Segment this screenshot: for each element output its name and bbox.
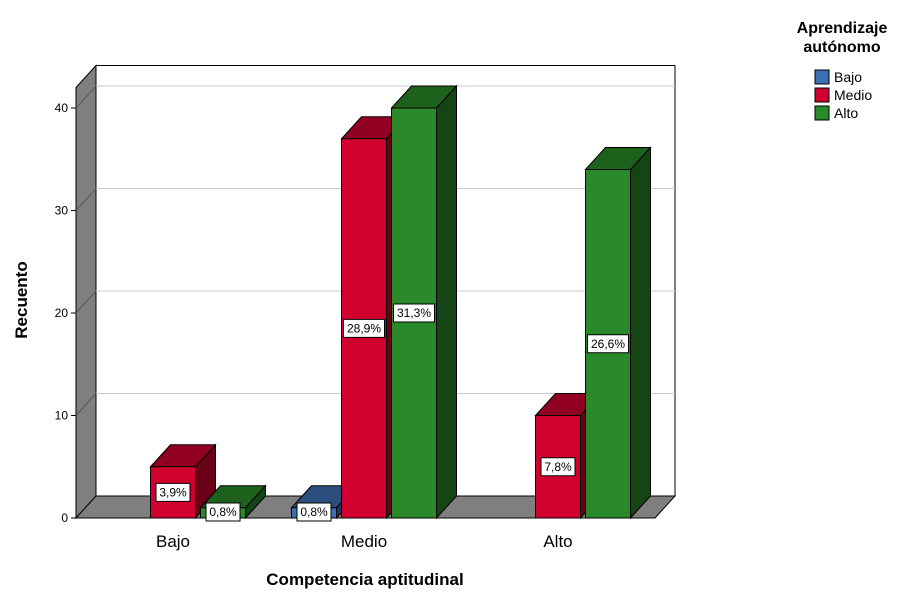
data-label: 26,6% xyxy=(587,334,629,354)
left-wall xyxy=(75,64,97,520)
x-tick-label: Medio xyxy=(341,532,387,551)
legend-title-line-2: autónomo xyxy=(803,39,881,56)
legend-item-alto: Alto xyxy=(814,105,858,121)
legend-swatch xyxy=(814,69,830,85)
data-label-text: 28,9% xyxy=(347,321,381,335)
legend-label: Alto xyxy=(834,105,858,121)
data-label: 31,3% xyxy=(393,303,435,323)
legend-swatch xyxy=(814,87,830,103)
legend-item-bajo: Bajo xyxy=(814,69,862,85)
data-labels: 3,9% 0,8% 0,8% 28,9% 31,3% 7,8% 26,6% xyxy=(155,303,629,522)
bar-side xyxy=(630,146,651,520)
data-label: 3,9% xyxy=(155,482,191,502)
data-label-text: 0,8% xyxy=(300,505,328,519)
y-tick-label: 0 xyxy=(61,511,68,525)
y-tick-label: 10 xyxy=(55,409,69,423)
data-label-text: 3,9% xyxy=(159,485,187,499)
x-tick-label: Bajo xyxy=(156,532,190,551)
bar-side xyxy=(436,84,457,520)
bar-alto-alto xyxy=(584,146,652,520)
y-axis-title: Recuento xyxy=(12,261,31,338)
data-label-box xyxy=(393,303,435,323)
legend-title-line-1: Aprendizaje xyxy=(797,20,888,37)
data-label-box xyxy=(343,318,385,338)
legend-item-medio: Medio xyxy=(814,87,872,103)
gridline-wall xyxy=(75,393,97,416)
data-label: 28,9% xyxy=(343,318,385,338)
data-label-box xyxy=(296,502,332,522)
legend-items: Bajo Medio Alto xyxy=(814,69,872,121)
legend: Aprendizaje autónomo Bajo Medio Alto xyxy=(797,20,888,121)
data-label: 7,8% xyxy=(540,457,576,477)
data-label-box xyxy=(540,457,576,477)
data-label-box xyxy=(155,482,191,502)
x-axis-title: Competencia aptitudinal xyxy=(266,570,463,589)
y-tick-label: 20 xyxy=(55,306,69,320)
data-label: 0,8% xyxy=(296,502,332,522)
legend-label: Medio xyxy=(834,87,872,103)
y-axis-ticks: 0 10 20 30 40 xyxy=(55,101,76,525)
x-tick-label: Alto xyxy=(543,532,572,551)
legend-label: Bajo xyxy=(834,69,862,85)
bar-medio-alto xyxy=(390,84,458,520)
gridline-wall xyxy=(75,188,97,211)
gridline-wall xyxy=(75,85,97,109)
data-label: 0,8% xyxy=(205,502,241,522)
x-axis-categories: Bajo Medio Alto xyxy=(156,532,573,551)
data-label-text: 26,6% xyxy=(591,337,625,351)
data-label-text: 0,8% xyxy=(209,505,237,519)
y-tick-label: 40 xyxy=(55,101,69,115)
data-label-box xyxy=(205,502,241,522)
data-label-box xyxy=(587,334,629,354)
gridline-wall xyxy=(75,290,97,314)
data-label-text: 7,8% xyxy=(544,460,572,474)
legend-swatch xyxy=(814,105,830,121)
data-label-text: 31,3% xyxy=(397,306,431,320)
y-tick-label: 30 xyxy=(55,204,69,218)
